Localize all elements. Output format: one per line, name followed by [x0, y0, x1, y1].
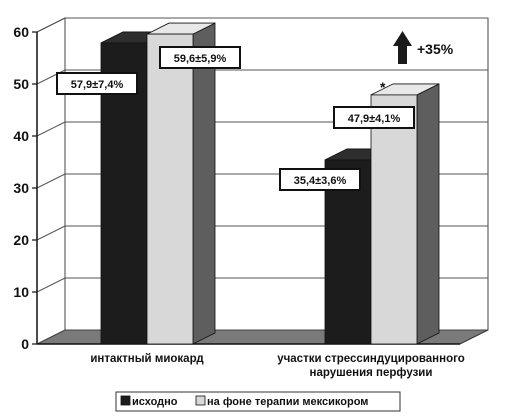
gridline-depth: [36, 17, 66, 33]
data-label-text: 57,9±7,4%: [71, 79, 124, 91]
y-tick-label: 20: [13, 232, 29, 248]
category-label: нарушения перфузии: [310, 367, 433, 379]
category-labels: интактный миокард участки стрессиндуциров…: [90, 353, 464, 379]
significance-asterisk: *: [380, 79, 386, 95]
bar-1-2: [146, 22, 216, 345]
data-label-text: 47,9±4,1%: [348, 113, 401, 125]
data-label-box: [333, 106, 415, 129]
data-labels: 57,9±7,4% 59,6±5,9% 35,4±3,6% 47,9±4,1%: [56, 46, 415, 191]
data-label-1-1: 57,9±7,4%: [56, 72, 138, 95]
legend-label-series-2: на фоне терапии мексикором: [207, 396, 368, 408]
y-tick-label: 10: [13, 284, 29, 300]
legend: исходно на фоне терапии мексикором: [115, 391, 401, 412]
data-label-box: [159, 46, 241, 69]
legend-swatch-series-2: [195, 395, 206, 406]
data-label-1-2: 59,6±5,9%: [159, 46, 241, 69]
category-label: участки стрессиндуцированного: [277, 353, 465, 365]
y-tick-label: 60: [13, 24, 29, 40]
gridline-depth: [36, 173, 66, 189]
legend-label-series-1: исходно: [132, 396, 178, 408]
y-tick-label: 30: [13, 180, 29, 196]
bar-side: [416, 83, 440, 345]
gridline-depth: [36, 121, 66, 137]
annotations: * +35%: [380, 31, 454, 95]
data-label-2-2: 47,9±4,1%: [333, 106, 415, 129]
data-label-box: [56, 72, 138, 95]
bar-2-2: [370, 83, 440, 345]
change-label: +35%: [417, 41, 454, 57]
y-tick-label: 40: [13, 128, 29, 144]
category-label: интактный миокард: [90, 353, 204, 365]
data-label-text: 59,6±5,9%: [174, 53, 227, 65]
bar-side: [192, 22, 216, 345]
data-label-text: 35,4±3,6%: [294, 175, 347, 187]
y-tick-label: 0: [21, 336, 29, 352]
bar-front: [370, 94, 418, 345]
gridline-depth: [36, 277, 66, 293]
data-label-2-1: 35,4±3,6%: [279, 168, 361, 191]
bar-front: [146, 33, 194, 345]
data-label-box: [279, 168, 361, 191]
legend-swatch-series-1: [120, 395, 131, 406]
y-tick-label: 50: [13, 76, 29, 92]
arrow-up-icon: [393, 31, 412, 64]
gridline-depth: [36, 225, 66, 241]
